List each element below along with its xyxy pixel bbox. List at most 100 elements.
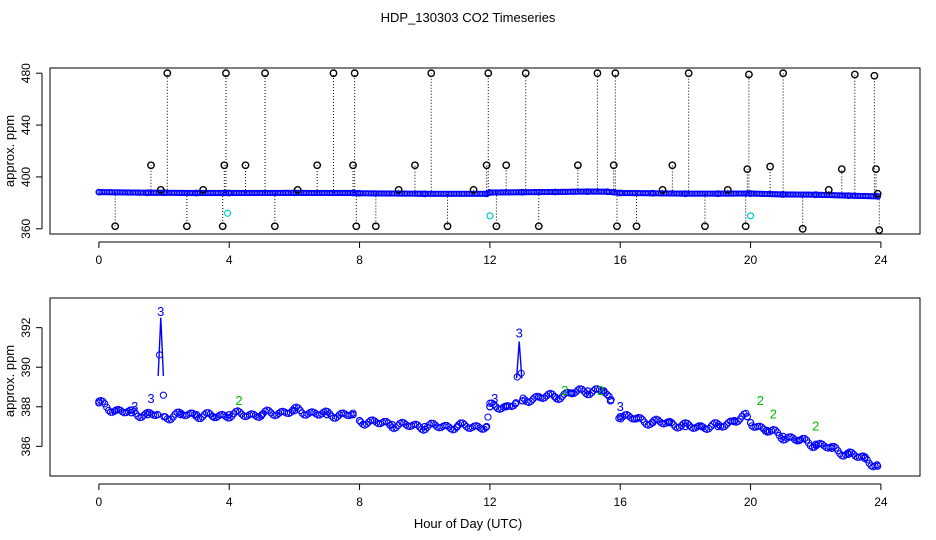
top-minmax-point [743,165,752,174]
bottom-mean-data-point [127,409,136,417]
bottom-mean-data-point [290,407,299,415]
top-minmax-point [798,224,807,233]
bottom-mean-point [138,413,146,421]
bottom-mean-data-point [95,399,103,407]
top-minmax-point [492,222,501,231]
top-minmax-point [163,69,172,78]
bottom-mean-data-point [535,393,543,401]
top-mean-data-point [779,191,787,198]
bottom-mean-point [265,407,273,415]
top-minmax-point [411,161,419,170]
bottom-mean-point [585,390,594,399]
bottom-mean-point [380,417,388,426]
top-minmax-point [870,71,879,80]
top-minmax-point [261,69,269,78]
top-mean-data-point [356,189,363,197]
top-minmax-point [182,222,191,231]
top-minmax-point [611,69,620,78]
bottom-mean-data-point [512,399,520,407]
top-minmax-point [723,186,732,194]
top-minmax-point [632,222,641,231]
bottom-mean-point [421,425,429,434]
top-mean-data-point [225,189,233,197]
bottom-mean-data-point [606,397,615,405]
bottom-mean-point [146,409,154,417]
bottom-mean-data-point [583,387,592,395]
top-x-axis: 0 4 8 12 16 20 24 [96,241,888,267]
bottom-n3-label: 3 [516,326,523,341]
top-minmax-point [609,161,618,170]
top-y-tick-label: 440 [19,115,33,135]
bottom-mean-point [333,413,341,421]
bottom-mean-data-point [828,444,836,453]
top-minmax-point [745,70,753,79]
top-spike-lines [114,73,880,231]
bottom-mean-data-point [502,403,510,411]
top-minmax-point [427,69,436,78]
top-minmax-point [684,69,693,78]
top-minmax-point [701,222,709,231]
bottom-mean-point [314,411,322,419]
top-mean-data-point [603,188,611,196]
top-minmax-point [218,222,227,231]
top-mean-data-point [649,189,657,197]
bottom-x-tick-label: 20 [744,495,758,509]
top-mean-data-point [714,190,722,198]
bottom-mean-point [382,417,390,426]
top-x-tick-label: 24 [874,253,888,267]
bottom-y-axis-label: approx. ppm [2,345,17,417]
top-mean-data-point [551,188,559,196]
bottom-mean-data-point [746,418,755,427]
top-minmax-point [779,69,788,78]
top-plot-frame [49,67,921,235]
bottom-n3-label: 3 [131,399,138,414]
top-minmax-point [270,222,279,231]
bottom-y-tick-label: 392 [19,317,33,337]
bottom-mean-data-point [730,416,738,425]
bottom-mean-trail [95,351,881,471]
top-y-axis: 360 400 440 480 [19,63,43,239]
top-minmax-point [875,226,884,235]
top-mean-data-point [349,189,357,197]
bottom-mean-point [742,409,750,418]
bottom-mean-data-point [349,410,357,419]
bottom-mean-data-point [743,412,752,421]
top-mean-data-point [812,191,820,199]
bottom-mean-data-point [421,422,429,431]
top-panel: 0 4 8 12 16 20 24 360 400 440 480 approx. ppm [2,63,921,267]
bottom-mean-data-point [714,422,722,431]
bottom-mean-point [189,409,197,417]
bottom-mean-data-point [649,418,657,427]
bottom-mean-data-point [763,426,771,435]
bottom-n3-label: 3 [617,399,624,414]
bottom-mean-data-point [779,432,787,441]
top-flagged-point [486,212,494,220]
top-minmax-point [741,222,750,231]
bottom-mean-point [771,426,779,434]
bottom-x-tick-label: 24 [874,495,888,509]
top-minmax-point [613,222,621,231]
bottom-mean-point [167,415,175,423]
bottom-mean-data-point [600,387,608,395]
top-minmax-point [394,186,403,194]
bottom-mean-data-point [355,416,364,425]
bottom-n3-label: 3 [157,304,164,319]
bottom-x-axis: 0 4 8 12 16 20 24 [96,483,888,509]
bottom-mean-point [871,462,879,470]
bottom-mean-data-point [518,397,527,405]
top-y-tick-label: 400 [19,167,33,187]
bottom-mean-point [636,414,645,422]
top-mean-data-point [95,188,103,196]
top-minmax-point [199,186,208,194]
bottom-mean-data-point [873,462,882,470]
top-mean-data-point [193,189,201,197]
top-minmax-point [293,186,302,194]
bottom-mean-data-point [486,403,494,411]
top-series-marks [95,69,884,235]
bottom-mean-data-point [160,412,168,421]
top-x-tick-label: 0 [96,253,103,267]
top-mean-data-point [681,190,689,198]
bottom-mean-data-point [323,410,331,419]
top-mean-data-point [584,188,592,195]
bottom-mean-point [558,393,566,401]
